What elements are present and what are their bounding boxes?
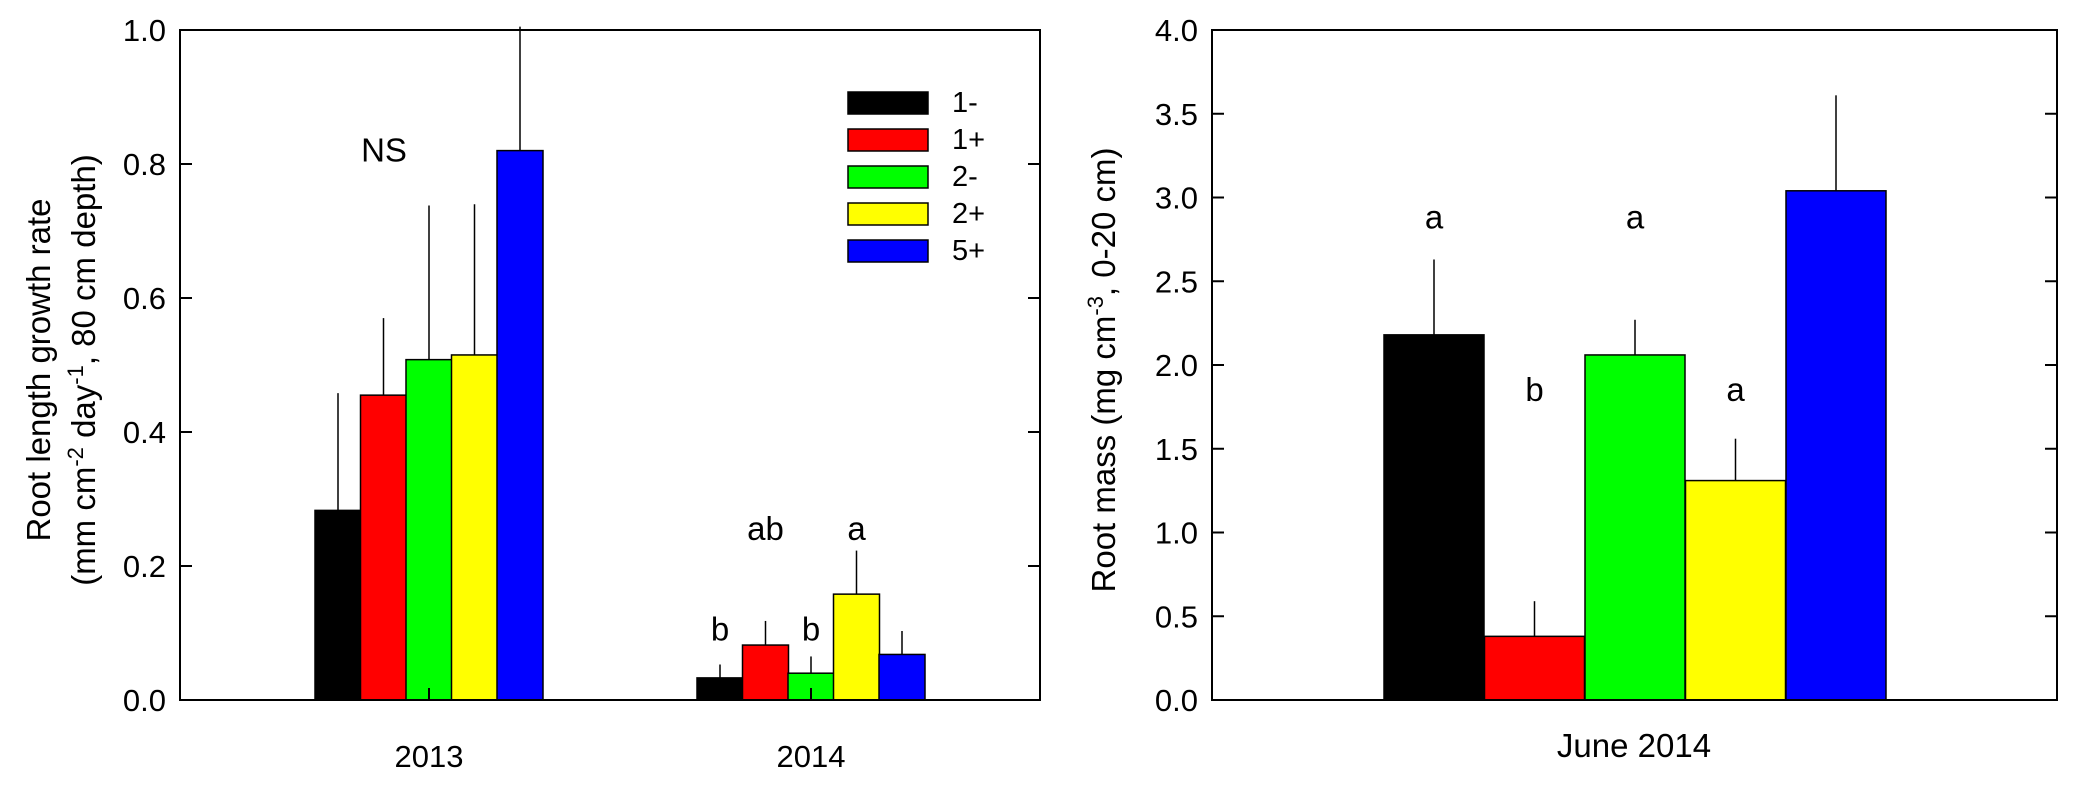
right-y-tick-label: 3.0 — [1155, 181, 1198, 216]
bar-2013-2plus — [450, 354, 499, 701]
significance-letter: a — [847, 510, 866, 547]
bar-2014-5plus — [878, 653, 926, 701]
legend-swatch-2plus — [847, 202, 929, 226]
bar-june2014-5plus — [1785, 190, 1887, 701]
bar-2014-2plus — [832, 593, 881, 701]
bar-2013-1minus — [314, 509, 362, 701]
right-y-tick-label: 3.5 — [1155, 97, 1198, 132]
bar-2013-2minus — [405, 358, 453, 701]
left-y-tick-label: 0.2 — [123, 549, 166, 584]
significance-letter: a — [1626, 199, 1645, 236]
right-y-tick-label: 2.5 — [1155, 264, 1198, 299]
right-x-axis-title: June 2014 — [1557, 727, 1711, 764]
bar-2013-5plus — [496, 149, 544, 701]
left-y-tick-label: 1.0 — [123, 13, 166, 48]
left-y-axis-title-line1: Root length growth rate — [20, 198, 57, 541]
significance-letter: ab — [747, 510, 784, 547]
significance-letter: b — [711, 611, 729, 648]
left-x-labels-group: 2013 2014 — [395, 688, 846, 774]
left-y-tick-label: 0.6 — [123, 281, 166, 316]
left-x-tick-label: 2014 — [777, 739, 846, 774]
left-chart-panel: 0.0 0.2 0.4 0.6 0.8 1.0 2013 2014 NS b ab b a 1- 1+… — [20, 13, 1041, 774]
significance-letter: b — [802, 611, 820, 648]
legend-swatch-1plus — [847, 128, 929, 152]
bar-2014-1minus — [696, 677, 744, 701]
left-bars-group — [314, 149, 926, 701]
bar-2013-1plus — [359, 394, 408, 701]
right-chart-panel: 0.0 0.5 1.0 1.5 2.0 2.5 3.0 3.5 4.0 a b a a June 20… — [1083, 13, 2058, 764]
significance-letter: b — [1525, 371, 1543, 408]
bar-june2014-2plus — [1684, 479, 1787, 701]
right-y-axis-title: Root mass (mg cm-3, 0-20 cm) — [1083, 148, 1123, 593]
left-y-tick-label: 0.4 — [123, 415, 166, 450]
significance-letter: a — [1726, 371, 1745, 408]
right-y-tick-label: 0.5 — [1155, 599, 1198, 634]
left-y-ticks-group: 0.0 0.2 0.4 0.6 0.8 1.0 — [123, 13, 1040, 718]
bar-june2014-1plus — [1483, 635, 1586, 701]
left-x-tick-label: 2013 — [395, 739, 464, 774]
bar-june2014-1minus — [1383, 334, 1485, 701]
legend-label-1minus: 1- — [952, 87, 978, 119]
right-y-ticks-group: 0.0 0.5 1.0 1.5 2.0 2.5 3.0 3.5 4.0 — [1155, 13, 2057, 718]
left-y-axis-title-line2: (mm cm-2 day-1, 80 cm depth) — [63, 154, 103, 586]
left-y-tick-label: 0.0 — [123, 683, 166, 718]
left-y-tick-label: 0.8 — [123, 147, 166, 182]
right-bars-group — [1383, 190, 1887, 701]
right-y-tick-label: 0.0 — [1155, 683, 1198, 718]
significance-letter: NS — [361, 132, 407, 169]
right-y-tick-label: 4.0 — [1155, 13, 1198, 48]
right-annotations-group: a b a a — [1425, 199, 1746, 409]
legend-swatch-1minus — [847, 91, 929, 115]
legend-swatch-2minus — [847, 165, 929, 189]
left-plot-frame — [179, 29, 1041, 701]
right-y-tick-label: 1.5 — [1155, 432, 1198, 467]
right-y-tick-label: 2.0 — [1155, 348, 1198, 383]
right-errorbars-group — [1433, 95, 1837, 637]
legend-label-2minus: 2- — [952, 161, 978, 193]
legend-label-1plus: 1+ — [952, 124, 985, 156]
bar-june2014-2minus — [1584, 354, 1686, 701]
bar-2014-1plus — [741, 644, 790, 701]
significance-letter: a — [1425, 199, 1444, 236]
left-annotations-group: NS b ab b a — [361, 132, 866, 648]
legend-label-5plus: 5+ — [952, 235, 985, 267]
legend: 1- 1+ 2- 2+ 5+ — [847, 87, 985, 267]
legend-swatch-5plus — [847, 239, 929, 263]
left-errorbars-group — [337, 26, 903, 678]
right-y-tick-label: 1.0 — [1155, 516, 1198, 551]
legend-label-2plus: 2+ — [952, 198, 985, 230]
